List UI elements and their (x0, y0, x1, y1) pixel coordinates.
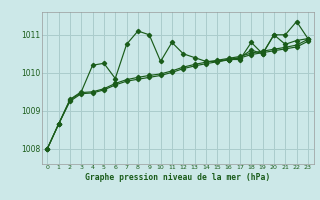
X-axis label: Graphe pression niveau de la mer (hPa): Graphe pression niveau de la mer (hPa) (85, 173, 270, 182)
